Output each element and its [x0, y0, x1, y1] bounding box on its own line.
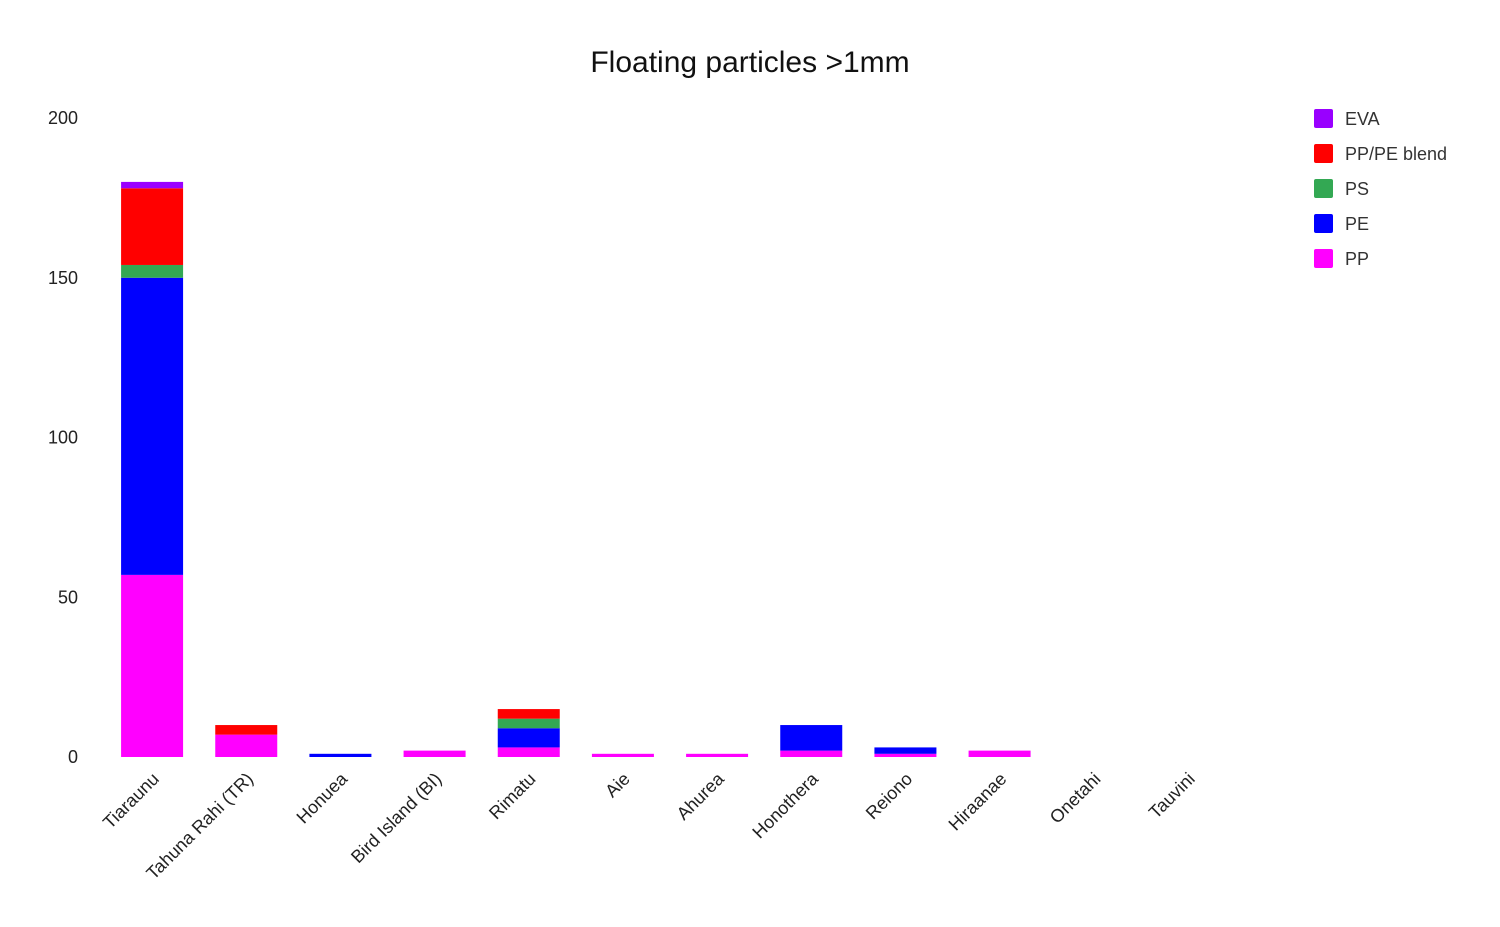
x-tick-label: Reiono — [862, 769, 916, 823]
bar-segment — [121, 188, 184, 265]
bar-segment — [121, 181, 184, 189]
y-tick-label: 0 — [68, 747, 78, 767]
legend-label: PS — [1345, 179, 1369, 199]
bar-segment — [686, 753, 749, 757]
y-axis: 0 50 100 150 200 — [48, 108, 78, 767]
legend-label: PE — [1345, 214, 1369, 234]
chart-title: Floating particles >1mm — [590, 46, 909, 79]
legend-swatch — [1314, 109, 1333, 128]
bar-segment — [215, 725, 278, 735]
legend-swatch — [1314, 144, 1333, 163]
x-tick-label: Ahurea — [673, 768, 729, 824]
bar-segment — [780, 725, 843, 751]
bar-segment — [309, 753, 372, 757]
y-tick-label: 100 — [48, 428, 78, 448]
bar-segment — [780, 750, 843, 757]
legend-label: PP — [1345, 249, 1369, 269]
x-tick-label: Bird Island (BI) — [347, 769, 445, 867]
legend: EVA PP/PE blend PS PE PP — [1314, 109, 1447, 269]
bar-segment — [874, 747, 937, 754]
legend-swatch — [1314, 249, 1333, 268]
bar-segment — [874, 753, 937, 757]
bar-segment — [497, 728, 560, 748]
bar-segment — [497, 709, 560, 719]
bar-segment — [591, 753, 654, 757]
y-tick-label: 150 — [48, 268, 78, 288]
x-tick-label: Honothera — [748, 768, 822, 842]
legend-swatch — [1314, 179, 1333, 198]
x-tick-label: Tiaraunu — [99, 769, 163, 833]
y-tick-label: 200 — [48, 108, 78, 128]
bar-segment — [497, 747, 560, 757]
bar-segment — [403, 750, 466, 757]
bar-segment — [121, 574, 184, 757]
bar-segment — [215, 734, 278, 757]
x-tick-label: Onetahi — [1046, 769, 1105, 828]
bar-segment — [497, 718, 560, 729]
x-tick-label: Rimatu — [485, 769, 539, 823]
bar-segment — [121, 277, 184, 575]
y-tick-label: 50 — [58, 587, 78, 607]
x-tick-label: Aie — [601, 769, 634, 802]
legend-swatch — [1314, 214, 1333, 233]
x-tick-label: Hiraanae — [945, 769, 1011, 835]
bar-segment — [968, 750, 1031, 757]
x-tick-label: Tauvini — [1145, 769, 1199, 823]
bars — [121, 181, 1031, 757]
legend-label: EVA — [1345, 109, 1380, 129]
x-tick-label: Honuea — [293, 768, 352, 827]
bar-segment — [121, 264, 184, 278]
legend-label: PP/PE blend — [1345, 144, 1447, 164]
